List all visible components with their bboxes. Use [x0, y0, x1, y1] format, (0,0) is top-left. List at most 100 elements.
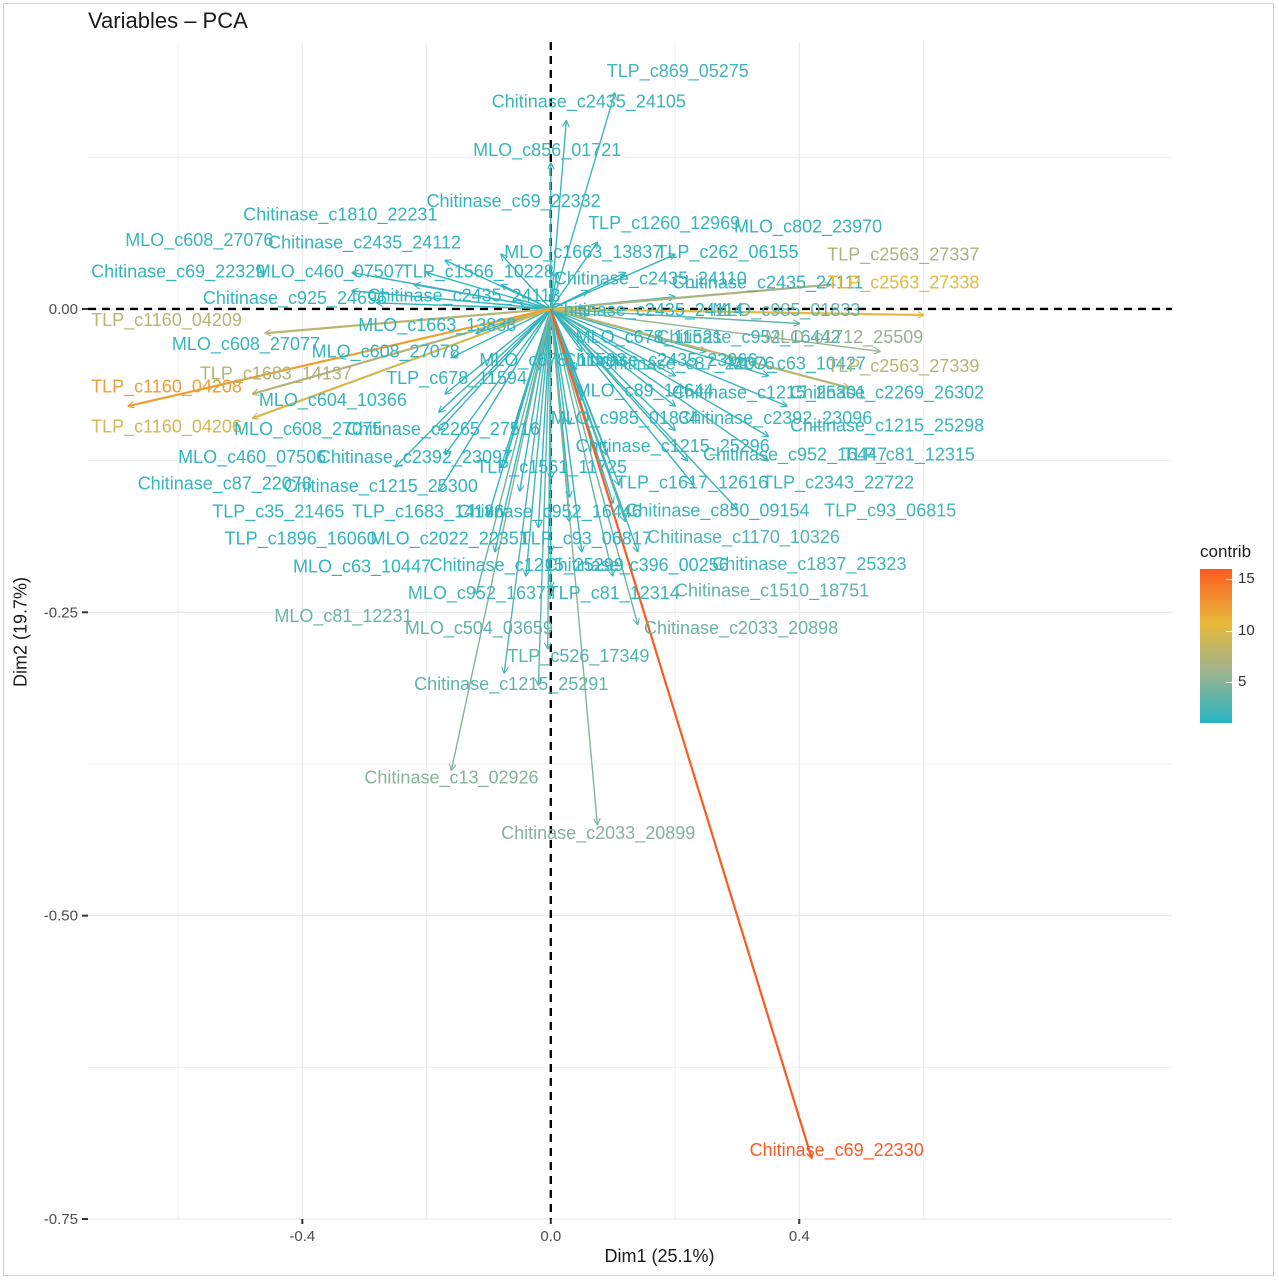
label-chitinase-c1810-22231: Chitinase_c1810_22231	[243, 204, 437, 225]
label-chitinase-c952-16442: Chitinase_c952_16442	[656, 327, 840, 348]
label-mlo-c608-27078: MLO_c608_27078	[312, 341, 460, 362]
label-mlo-c608-27077: MLO_c608_27077	[172, 334, 320, 355]
label-chitinase-c1837-25323: Chitinase_c1837_25323	[712, 554, 906, 575]
arrow-tlp-c1566-10228	[501, 285, 552, 310]
label-mlo-c608-27075: MLO_c608_27075	[234, 419, 382, 440]
label-chitinase-c850-09154: Chitinase_c850_09154	[625, 500, 809, 521]
label-tlp-c2343-22722: TLP_c2343_22722	[762, 473, 914, 494]
arrow-tlp-c1617-12616	[550, 308, 619, 485]
label-chitinase-c2435-24112: Chitinase_c2435_24112	[268, 232, 461, 253]
label-chitinase-c2392-23096: Chitinase_c2392_23096	[678, 408, 872, 429]
label-tlp-c1617-12616: TLP_c1617_12616	[616, 473, 768, 494]
label-mlo-c460-07507: MLO_c460_07507	[256, 261, 404, 282]
label-chitinase-c69-22332: Chitinase_c69_22332	[427, 191, 601, 212]
arrow-mlo-c1712-25509	[550, 308, 880, 351]
y-tick-label: -0.75	[44, 1211, 78, 1228]
label-mlo-c2022-22351: MLO_c2022_22351	[371, 528, 529, 549]
arrow-mlo-c460-07506	[445, 308, 552, 455]
arrow-tlp-c1896-16060	[489, 308, 552, 515]
label-chitinase-c1215-25298: Chitinase_c1215_25298	[790, 416, 984, 437]
arrow-chitinase-c87-22078	[395, 308, 552, 467]
legend-tick-label: 10	[1238, 621, 1255, 639]
arrow-chitinase-c69-22330	[549, 308, 812, 1158]
legend-tick-label: 5	[1238, 672, 1247, 690]
chart-title: Variables – PCA	[88, 8, 248, 33]
arrow-mlo-c81-12231	[476, 308, 552, 594]
label-chitinase-c1215-25291: Chitinase_c1215_25291	[414, 674, 608, 695]
x-axis-label: Dim1 (25.1%)	[604, 1246, 715, 1266]
label-mlo-c63-10427: MLO_c63_10427	[728, 354, 866, 375]
arrow-chitinase-c1215-25291	[538, 308, 552, 685]
arrow-tlp-c2563-27337	[550, 285, 831, 311]
label-tlp-c1683-14136: TLP_c1683_14136	[352, 502, 504, 523]
arrow-chitinase-c2392-23096	[550, 308, 675, 430]
label-mlo-c856-01721: MLO_c856_01721	[473, 140, 621, 161]
arrow-mlo-c608-27075	[439, 308, 552, 430]
label-chitinase-c1215-25300: Chitinase_c1215_25300	[284, 476, 478, 497]
arrow-chitinase-c1215-25298	[550, 308, 768, 436]
label-mlo-c604-10366: MLO_c604_10366	[259, 390, 407, 411]
label-mlo-c985-01833: MLO_c985_01833	[712, 300, 860, 321]
arrow-tlp-c1683-14137	[253, 307, 552, 394]
label-tlp-c869-05275: TLP_c869_05275	[607, 61, 749, 82]
legend-colorbar	[1200, 569, 1232, 723]
arrow-chitinase-c2269-26302	[550, 308, 787, 406]
label-mlo-c1663-13837: MLO_c1663_13837	[504, 242, 662, 263]
label-mlo-c985-01834: MLO_c985_01834	[551, 408, 699, 429]
label-chitinase-c13-02926: Chitinase_c13_02926	[364, 767, 538, 788]
arrow-chitinase-c87-22076	[550, 308, 675, 376]
arrows	[128, 93, 923, 1158]
arrow-chitinase-c13-02926	[451, 308, 552, 770]
label-tlp-c1260-12969: TLP_c1260_12969	[588, 213, 740, 234]
label-tlp-c93-06817: TLP_c93_06817	[520, 528, 652, 549]
arrow-chitinase-c2435-24105	[550, 121, 567, 310]
label-tlp-c1566-10228: TLP_c1566_10228	[402, 261, 554, 282]
label-mlo-c952-16377: MLO_c952_16377	[408, 583, 556, 604]
label-chitinase-c2269-26302: Chitinase_c2269_26302	[790, 383, 984, 404]
label-mlo-c1663-13838: MLO_c1663_13838	[358, 315, 516, 336]
label-chitinase-c952-16446: Chitinase_c952_16446	[458, 502, 642, 523]
legend-tick-mark	[1226, 630, 1232, 632]
arrow-chitinase-c1510-18751	[550, 308, 613, 576]
y-axis-label: Dim2 (19.7%)	[10, 576, 31, 688]
label-mlo-c89-14644: MLO_c89_14644	[576, 380, 714, 401]
arrow-tlp-c1160-04209	[265, 307, 551, 333]
label-mlo-c63-10447: MLO_c63_10447	[293, 556, 431, 577]
arrow-mlo-c608-27078	[451, 308, 552, 358]
label-tlp-c526-17349: TLP_c526_17349	[507, 646, 649, 667]
label-chitinase-c1215-25296: Chitinase_c1215_25296	[576, 436, 770, 457]
label-mlo-c1712-25509: MLO_c1712_25509	[765, 327, 923, 348]
arrow-mlo-c802-23970	[550, 254, 675, 310]
label-chitinase-c1510-18751: Chitinase_c1510_18751	[675, 581, 869, 602]
label-chitinase-c69-22329: Chitinase_c69_22329	[91, 261, 265, 282]
label-chitinase-c396-00256: Chitinase_c396_00256	[545, 555, 729, 576]
label-tlp-c2563-27338: TLP_c2563_27338	[827, 272, 979, 293]
arrow-tlp-c1260-12969	[550, 242, 598, 310]
arrow-mlo-c504-03659	[548, 308, 552, 649]
label-tlp-c262-06155: TLP_c262_06155	[656, 242, 798, 263]
x-tick-label: 0.4	[789, 1228, 810, 1245]
arrow-labels: TLP_c869_05275 Chitinase_c2435_24105 MLO_c…	[91, 61, 984, 1161]
label-tlp-c81-12315: TLP_c81_12315	[843, 445, 975, 466]
label-chitinase-c2033-20898: Chitinase_c2033_20898	[644, 618, 838, 639]
label-tlp-c1896-16060: TLP_c1896_16060	[225, 528, 377, 549]
arrow-chitinase-c69-22329	[352, 291, 551, 310]
label-mlo-c678-11521: MLO_c678_11521	[576, 327, 723, 348]
label-mlo-c504-03659: MLO_c504_03659	[405, 618, 553, 639]
arrow-tlp-c35-21465	[439, 308, 552, 491]
label-chitinase-c1170-10326: Chitinase_c1170_10326	[647, 527, 840, 548]
label-chitinase-c1215-25299: Chitinase_c1215_25299	[430, 555, 624, 576]
grid	[88, 42, 1172, 1220]
label-chitinase-c2435-24110: Chitinase_c2435_24110	[554, 269, 747, 290]
label-tlp-c1683-14137: TLP_c1683_14137	[200, 363, 352, 384]
label-tlp-c93-06815: TLP_c93_06815	[824, 500, 956, 521]
arrow-tlp-c1160-04206	[253, 307, 552, 418]
arrow-mlo-c608-27076	[352, 273, 551, 310]
label-tlp-c678-11594: TLP_c678_11594	[386, 368, 527, 389]
figure-frame	[3, 3, 1274, 1276]
label-chitinase-c1215-25301: Chitinase_c1215_25301	[672, 383, 866, 404]
label-chitinase-c87-22078: Chitinase_c87_22078	[138, 474, 312, 495]
arrow-tlp-c678-11594	[445, 308, 552, 394]
arrow-tlp-c93-06815	[550, 308, 737, 509]
